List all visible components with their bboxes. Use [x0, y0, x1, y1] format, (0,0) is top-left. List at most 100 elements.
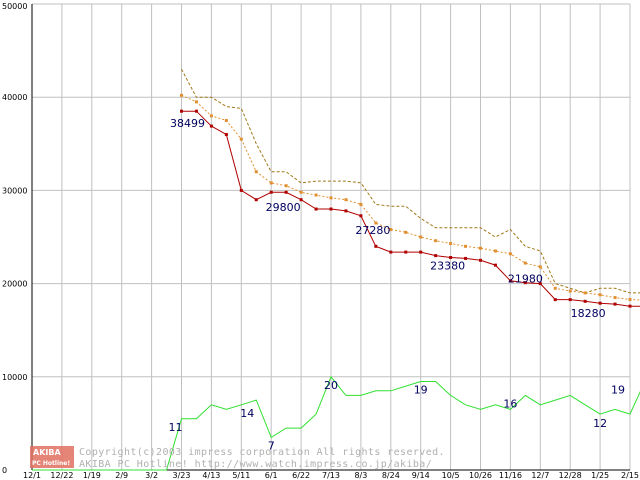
series-min-price-point: [359, 214, 363, 218]
series-average-price-point: [508, 252, 512, 256]
series-min-price-point: [479, 258, 482, 262]
y-tick-label: 10000: [2, 373, 27, 382]
series-average-price-point: [209, 114, 213, 118]
series-average-price-point: [299, 190, 303, 194]
series-min-price-point: [344, 209, 348, 213]
y-tick-label: 0: [2, 466, 7, 475]
x-tick-label: 5/11: [232, 471, 250, 480]
x-tick-label: 12/1: [23, 471, 41, 480]
akiba-logo-text: AKIBA: [33, 448, 61, 457]
x-tick-label: 8/3: [354, 471, 367, 480]
y-tick-label: 40000: [2, 93, 27, 102]
series-min-price-point: [449, 256, 453, 260]
x-tick-label: 3/23: [173, 471, 191, 480]
count-data-label: 19: [414, 384, 428, 397]
series-min-price: [181, 110, 640, 307]
y-tick-label: 50000: [2, 2, 27, 11]
series-shop-count: [32, 375, 640, 471]
series-average-price-point: [598, 293, 602, 297]
series-average-price-point: [344, 198, 348, 202]
series-average-price-point: [284, 184, 288, 188]
series-average-price-point: [180, 93, 183, 97]
x-tick-label: 4/13: [202, 471, 220, 480]
price-data-label: 18280: [571, 307, 606, 320]
y-tick-label: 30000: [2, 186, 27, 195]
series-lines: [32, 68, 640, 471]
copyright-text: Copyright(c)2003 impress corporation All…: [79, 447, 445, 458]
series-average-price-point: [254, 170, 258, 174]
series-average-price-point: [359, 202, 363, 206]
x-tick-label: 12/22: [50, 471, 73, 480]
series-min-price-point: [404, 250, 408, 254]
x-tick-label: 3/2: [145, 471, 158, 480]
series-average-price-point: [613, 296, 617, 300]
x-tick-label: 8/24: [382, 471, 400, 480]
series-min-price-point: [254, 198, 258, 202]
series-min-price-point: [568, 298, 572, 302]
series-min-price-point: [583, 299, 587, 303]
series-min-price-point: [374, 244, 378, 248]
site-url-text: AKIBA PC Hotline! http://www.watch.impre…: [79, 459, 432, 470]
x-tick-label: 10/26: [469, 471, 492, 480]
series-min-price-point: [329, 207, 333, 211]
x-tick-label: 11/16: [499, 471, 522, 480]
series-average-price-point: [194, 100, 198, 104]
series-min-price-point: [598, 301, 602, 305]
x-tick-label: 12/7: [531, 471, 549, 480]
price-data-label: 27280: [355, 224, 390, 237]
series-min-price-point: [419, 250, 423, 254]
x-tick-label: 2/15: [621, 471, 639, 480]
count-data-label: 12: [593, 417, 607, 430]
series-average-price-point: [538, 265, 542, 269]
series-average-price-point: [239, 137, 243, 141]
series-average-price-point: [553, 286, 557, 290]
count-data-label: 11: [169, 421, 183, 434]
akiba-logo: [30, 446, 74, 468]
series-min-price-point: [628, 304, 632, 308]
watermark: AKIBA PC Hotline! Copyright(c)2003 impre…: [30, 446, 445, 470]
series-min-price-point: [538, 282, 542, 286]
series-average-price-point: [419, 235, 423, 239]
x-tick-label: 6/22: [292, 471, 310, 480]
count-data-label: 20: [324, 379, 338, 392]
price-data-label: 38499: [170, 117, 205, 130]
series-average-price-point: [568, 289, 572, 293]
series-average-price-point: [583, 291, 587, 295]
price-data-label: 29800: [266, 201, 301, 214]
price-data-label: 21980: [508, 273, 543, 286]
y-axis-ticks: 50000 40000 30000 20000 10000 0: [2, 2, 27, 475]
x-tick-label: 1/25: [591, 471, 609, 480]
price-data-label: 23380: [430, 260, 465, 273]
series-min-price-point: [508, 279, 512, 283]
x-tick-label: 9/14: [412, 471, 430, 480]
series-average-price-point: [449, 242, 453, 246]
x-tick-label: 10/5: [442, 471, 460, 480]
count-data-label: 7: [268, 439, 275, 452]
series-min-price-point: [180, 109, 183, 113]
series-average-price-point: [269, 181, 273, 185]
grid: [31, 3, 631, 471]
series-min-price-point: [464, 256, 468, 260]
series-average-price-point: [479, 246, 482, 250]
series-average-price-point: [464, 244, 468, 248]
y-tick-label: 20000: [2, 280, 27, 289]
x-tick-label: 6/1: [265, 471, 278, 480]
series-average-price-point: [434, 239, 438, 243]
x-tick-label: 2/9: [115, 471, 128, 480]
data-labels: 3849929800272802338021980182801758017580…: [169, 117, 626, 452]
series-average-price-point: [404, 230, 408, 234]
series-average-price-point: [628, 297, 632, 301]
series-max-price: [181, 68, 640, 294]
series-average-price-point: [224, 119, 228, 122]
series-min-price-point: [613, 302, 617, 306]
series-min-price-point: [194, 109, 198, 113]
series-average-price-point: [329, 196, 333, 200]
series-min-price-point: [269, 190, 273, 194]
series-min-price-point: [523, 281, 527, 285]
x-tick-label: 1/19: [83, 471, 101, 480]
series-min-price-point: [389, 250, 393, 254]
x-tick-label: 7/13: [322, 471, 340, 480]
series-min-price-point: [314, 207, 318, 211]
series-average-price-point: [523, 261, 527, 265]
